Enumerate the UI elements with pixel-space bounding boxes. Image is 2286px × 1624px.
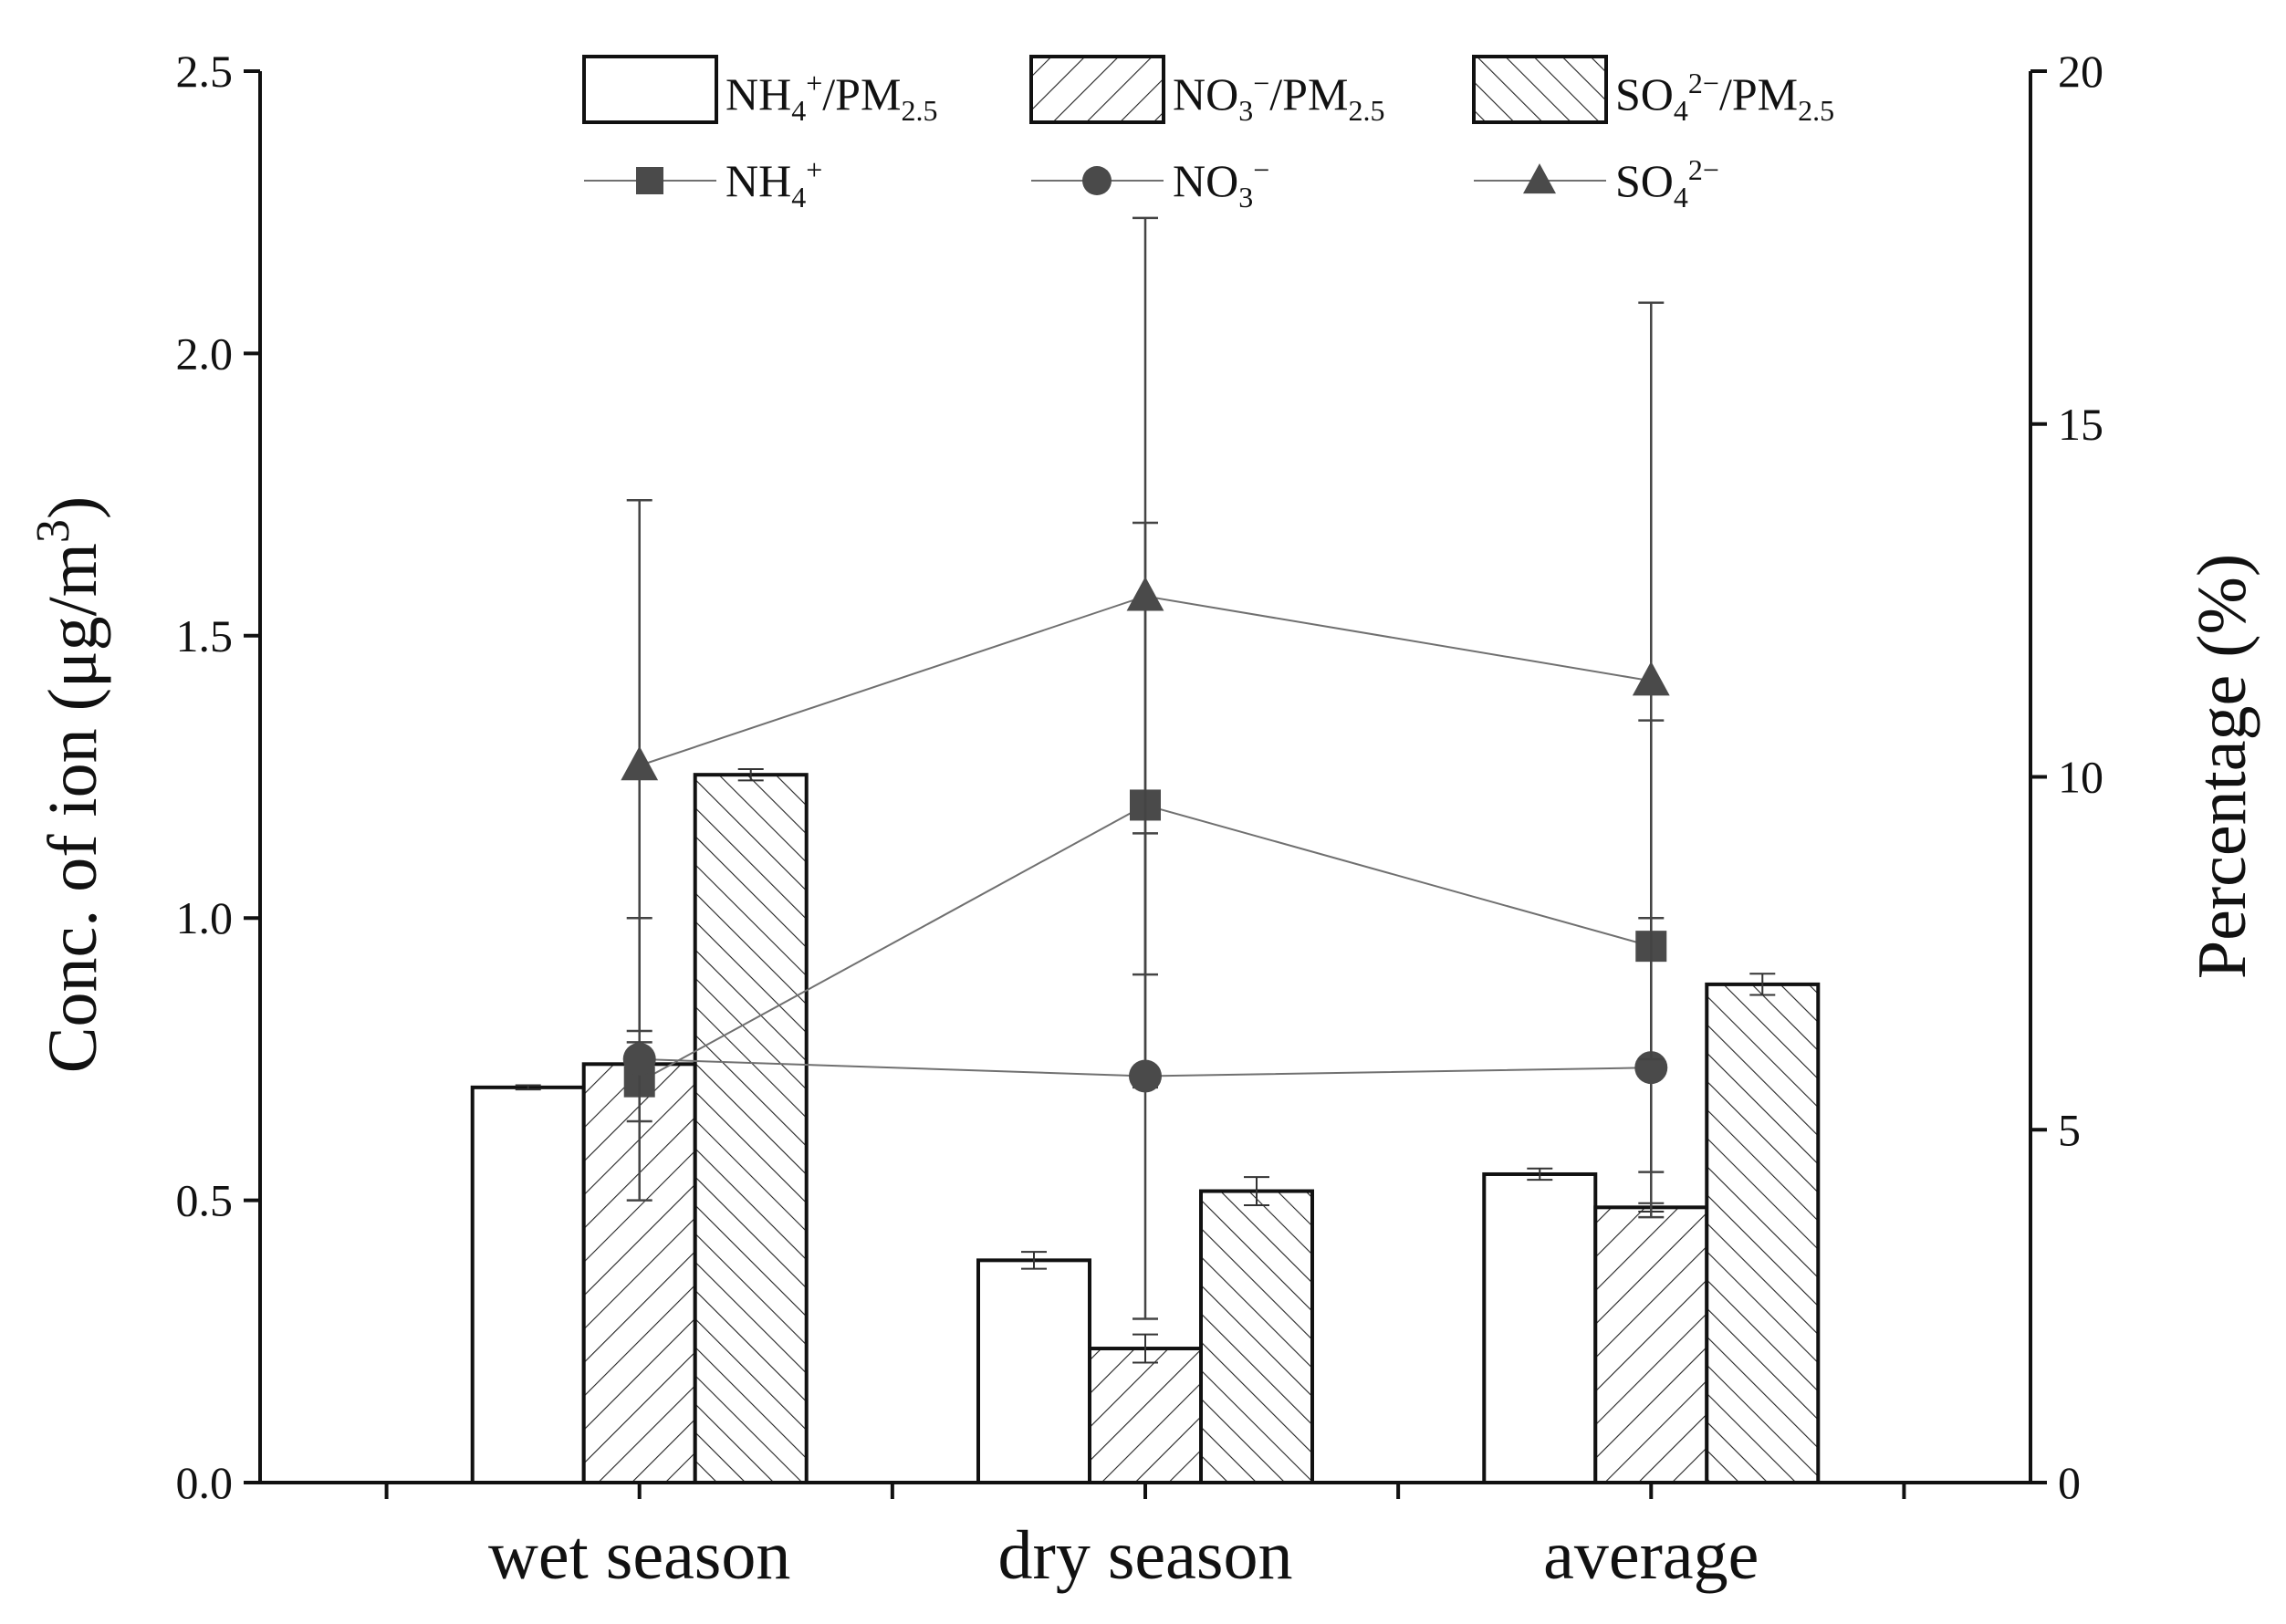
legend-label-bar-0-part: /PM [822,68,901,120]
bar-0-2 [1482,1171,1598,1484]
right-tick-label-3: 15 [2058,399,2103,450]
legend-label-bar-2-part: 4 [1674,94,1688,127]
left-tick-label-2: 1.0 [176,892,234,943]
axes-layer: 0.0 0.5 1.0 1.5 2.0 2.5 0 5 10 15 20 wet season dry … [176,46,2104,1594]
left-axis-title: Conc. of ion (μg/m3) [27,496,111,1073]
bar-1-2 [1593,1205,1709,1484]
legend-label-bar-1-part: 2.5 [1348,94,1384,127]
legend-label-bar-2-part: 2− [1688,67,1719,99]
bar-2-2 [1705,982,1821,1485]
marker-2-0 [621,745,659,781]
legend-label-bar-2: SO42−/PM2.5 [1615,67,1834,127]
left-axis-title-sup: 3 [27,519,79,543]
legend-label-line-2-part: 4 [1674,181,1688,213]
right-tick-label-0: 0 [2058,1457,2081,1508]
legend-swatch-0 [582,55,718,124]
right-tick-label-1: 5 [2058,1104,2081,1155]
bar-2-1 [1199,1189,1314,1485]
legend-label-bar-1: NO3−/PM2.5 [1173,67,1384,127]
legend-marker-2 [1523,163,1556,194]
marker-1-1 [1129,1059,1162,1093]
legend-label-bar-0-part: + [806,67,822,99]
legend-label-bar-0-part: 2.5 [901,94,937,127]
marker-2-2 [1632,661,1670,696]
legend-marker-1 [1082,166,1112,195]
legend-label-line-1: NO3− [1173,153,1269,213]
left-tick-label-1: 0.5 [176,1175,234,1226]
legend-label-bar-1-part: NO [1173,68,1238,120]
bar-0-0 [470,1085,586,1484]
lines-layer [621,216,1670,1320]
bar-1-1 [1088,1347,1203,1485]
legend-label-bar-1-part: − [1253,67,1269,99]
right-tick-label-2: 10 [2058,752,2103,803]
legend-label-line-2-part: 2− [1688,153,1719,186]
legend-label-line-0-part: NH [725,155,791,206]
legend-label-bar-0: NH4+/PM2.5 [725,67,937,127]
left-tick-label-0: 0.0 [176,1457,234,1508]
left-tick-label-5: 2.5 [176,46,234,97]
right-tick-label-4: 20 [2058,46,2103,97]
legend-label-bar-1-part: /PM [1269,68,1348,120]
category-label-0: wet season [488,1517,790,1594]
legend-label-bar-0-part: 4 [791,94,806,127]
left-axis-title-main: Conc. of ion (μg/m [35,543,111,1073]
category-label-1: dry season [998,1517,1293,1594]
right-axis-title: Percentage (%) [2184,554,2260,979]
bar-2-0 [693,773,809,1484]
legend-swatch-1 [1029,55,1165,124]
left-tick-label-4: 2.0 [176,328,234,379]
bars-layer [470,767,1821,1485]
legend-label-bar-2-part: SO [1615,68,1674,120]
legend-label-line-0-part: + [806,153,822,186]
bar-0-1 [976,1258,1091,1485]
marker-2-1 [1126,577,1164,611]
legend-swatch-2 [1472,55,1608,124]
legend-label-line-1-part: 3 [1238,181,1253,213]
legend-label-line-1-part: NO [1173,155,1238,206]
legend-label-line-2: SO42− [1615,153,1719,213]
legend-label-bar-2-part: 2.5 [1798,94,1834,127]
legend-label-bar-0-part: NH [725,68,791,120]
category-label-2: average [1543,1517,1759,1594]
legend-label-bar-1-part: 3 [1238,94,1253,127]
legend-label-line-0: NH4+ [725,153,822,213]
marker-1-0 [622,1042,656,1076]
legend-label-line-0-part: 4 [791,181,806,213]
legend-label-line-2-part: SO [1615,155,1674,206]
left-axis-title-close: ) [35,496,111,519]
legend-label-bar-2-part: /PM [1719,68,1798,120]
legend-label-line-1-part: − [1253,153,1269,186]
legend-marker-0 [636,167,663,194]
left-tick-label-3: 1.5 [176,610,234,661]
